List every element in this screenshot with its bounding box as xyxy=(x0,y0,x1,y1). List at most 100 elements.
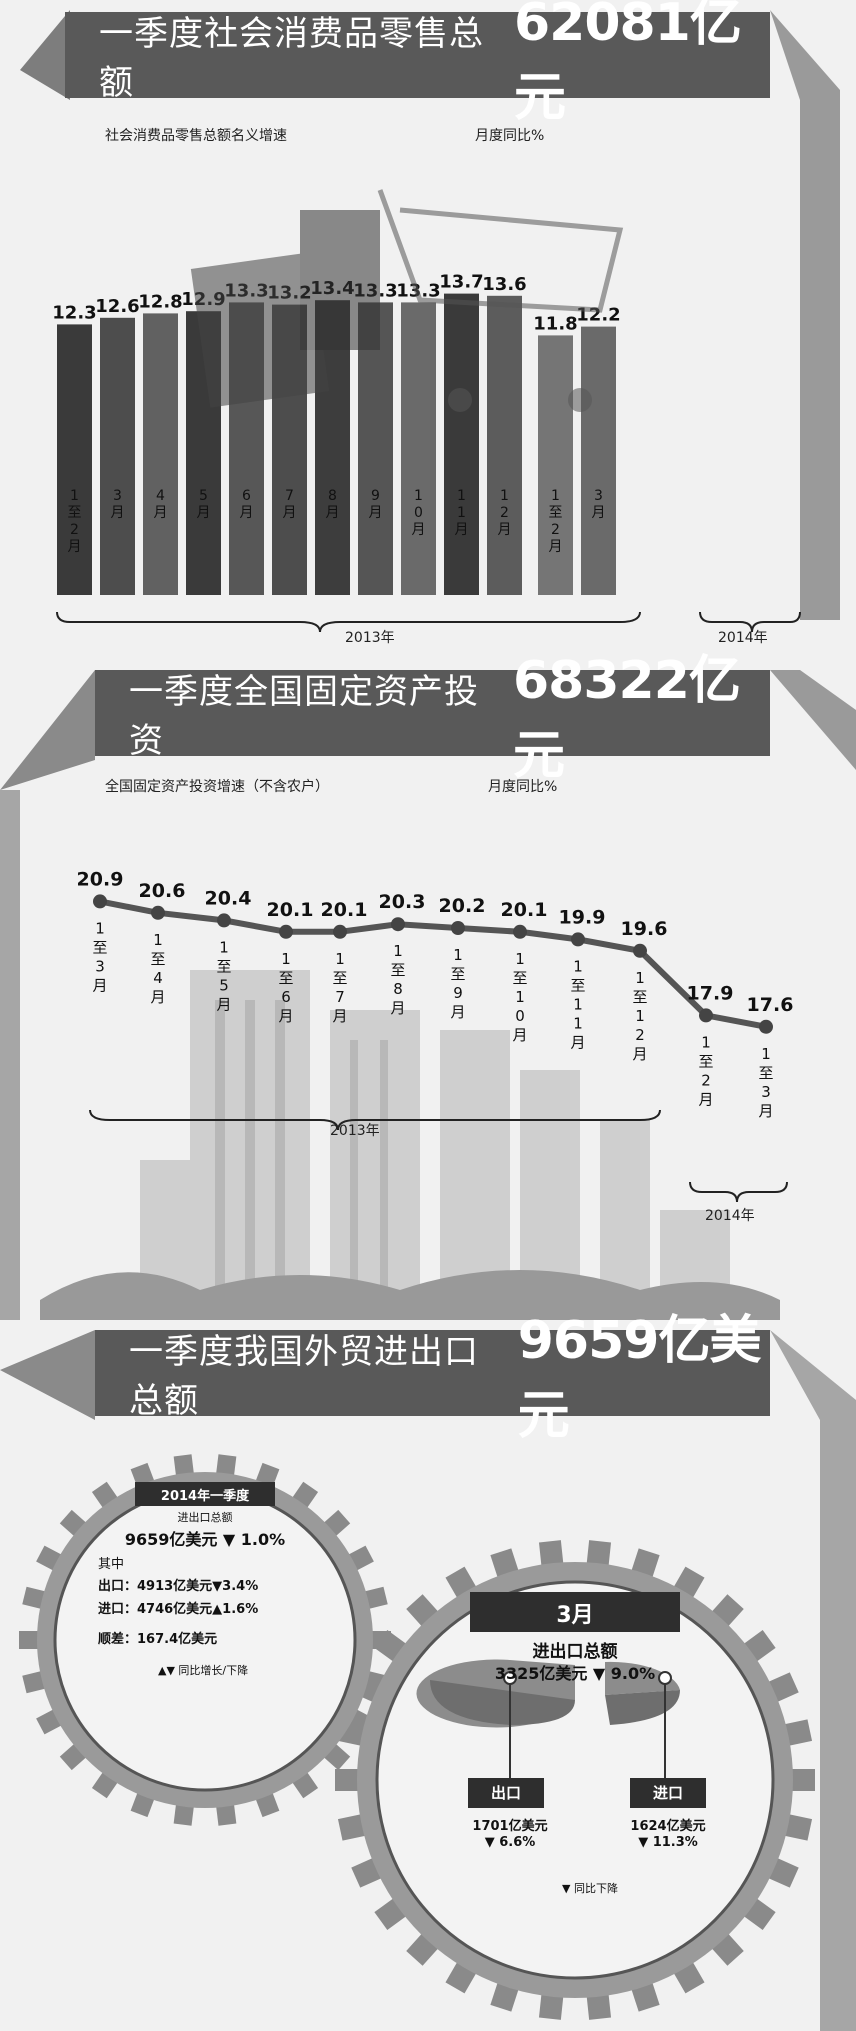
bar-category-label: 月 xyxy=(111,505,125,521)
line-value-label: 19.9 xyxy=(559,906,606,928)
bar xyxy=(538,335,573,595)
line-category-label: 至 xyxy=(332,969,347,987)
gear-tooth xyxy=(19,1631,41,1649)
export-label: 出口 xyxy=(490,1784,521,1802)
bar xyxy=(358,302,393,595)
line-category-label: 3 xyxy=(95,957,105,975)
bar-category-label: 至 xyxy=(68,505,82,521)
bar-category-label: 2 xyxy=(551,522,560,538)
line-category-label: 1 xyxy=(153,931,163,949)
line-category-label: 1 xyxy=(95,919,105,937)
bar-category-label: 1 xyxy=(457,505,466,521)
retail-bar-chart: 12.31至2月12.63月12.84月12.95月13.36月13.27月13… xyxy=(52,189,801,633)
bar-category-label: 1 xyxy=(500,488,509,504)
export-tag xyxy=(468,1778,544,1808)
bar-value-label: 12.3 xyxy=(52,302,96,323)
right-gear-label: 进出口总额 xyxy=(532,1642,618,1662)
bar xyxy=(57,324,92,595)
line-point xyxy=(633,943,647,958)
bar-category-label: 1 xyxy=(551,488,560,504)
gear-tooth xyxy=(586,1991,612,2020)
line-point xyxy=(513,924,527,939)
line-point xyxy=(279,924,293,939)
investment-year-2014: 2014年 xyxy=(705,1208,755,1224)
line-value-label: 20.3 xyxy=(379,891,426,913)
line-point xyxy=(151,905,165,920)
line-category-label: 2 xyxy=(701,1071,711,1089)
line-point xyxy=(571,932,585,947)
bar-category-label: 月 xyxy=(369,505,383,521)
line-value-label: 20.6 xyxy=(139,880,186,902)
line-category-label: 月 xyxy=(698,1090,713,1108)
line-category-label: 1 xyxy=(573,995,583,1013)
trade-gears xyxy=(19,1454,815,2020)
bar-category-label: 月 xyxy=(592,505,606,521)
gear-tooth xyxy=(335,1769,361,1791)
line-category-label: 7 xyxy=(335,988,345,1006)
investment-line-chart: 20.91至3月20.61至4月20.41至5月20.11至6月20.11至7月… xyxy=(77,868,793,1203)
bar-category-label: 6 xyxy=(242,488,251,504)
gear-tooth xyxy=(215,1801,237,1826)
left-gear-header-bar xyxy=(135,1482,275,1506)
bar-value-label: 12.6 xyxy=(95,296,139,317)
trade-title: 一季度我国外贸进出口总额 xyxy=(129,1332,479,1421)
bar-value-label: 13.6 xyxy=(482,274,526,295)
left-gear-legend: ▲▼ 同比增长/下降 xyxy=(158,1664,249,1677)
line-category-label: 至 xyxy=(450,965,465,983)
line-category-label: 5 xyxy=(219,976,229,994)
line-category-label: 1 xyxy=(761,1045,771,1063)
line-brace-2014 xyxy=(689,1181,788,1203)
bar-category-label: 月 xyxy=(498,522,512,538)
line-category-label: 9 xyxy=(453,984,463,1002)
bar-category-label: 1 xyxy=(414,488,423,504)
bar-category-label: 月 xyxy=(326,505,340,521)
bar-category-label: 1 xyxy=(70,488,79,504)
import-label: 进口 xyxy=(652,1784,683,1802)
line-point xyxy=(217,913,231,928)
right-gear-header: 3月 xyxy=(556,1603,594,1628)
bar-category-label: 月 xyxy=(154,505,168,521)
right-gear-header-bar xyxy=(470,1592,680,1632)
bar-value-label: 12.8 xyxy=(138,291,182,312)
bar-category-label: 8 xyxy=(328,488,337,504)
bar-category-label: 月 xyxy=(283,505,297,521)
line-point xyxy=(391,917,405,932)
bar-group: 12.23月 xyxy=(576,305,621,595)
gear-tooth xyxy=(173,1801,195,1826)
bar-category-label: 0 xyxy=(414,505,423,521)
investment-frame xyxy=(0,670,856,1320)
bar-category-label: 至 xyxy=(549,505,563,521)
left-gear-surplus: 顺差：167.4亿美元 xyxy=(98,1632,218,1647)
line-category-label: 月 xyxy=(450,1003,465,1021)
investment-title: 一季度全国固定资产投资 xyxy=(129,672,479,761)
line-category-label: 3 xyxy=(761,1083,771,1101)
bar-category-label: 3 xyxy=(594,488,603,504)
bar-category-label: 5 xyxy=(199,488,208,504)
line-category-label: 至 xyxy=(698,1052,713,1070)
bar xyxy=(100,317,135,595)
line-category-label: 1 xyxy=(453,946,463,964)
retail-year-2013: 2013年 xyxy=(345,630,395,646)
retail-year-2014: 2014年 xyxy=(718,630,768,646)
retail-frame xyxy=(20,10,840,620)
gear-tooth xyxy=(215,1454,237,1479)
left-gear-import: 进口：4746亿美元▲1.6% xyxy=(98,1602,259,1617)
line-value-label: 19.6 xyxy=(621,918,668,940)
bar-category-label: 月 xyxy=(197,505,211,521)
investment-unit: 月度同比% xyxy=(488,779,558,795)
line-category-label: 月 xyxy=(758,1102,773,1120)
line-category-label: 1 xyxy=(393,942,403,960)
line-value-label: 20.2 xyxy=(439,895,486,917)
line-category-label: 至 xyxy=(216,957,231,975)
line-category-label: 2 xyxy=(635,1026,645,1044)
line-category-label: 1 xyxy=(573,1014,583,1032)
retail-title: 一季度社会消费品零售总额 xyxy=(99,14,484,103)
